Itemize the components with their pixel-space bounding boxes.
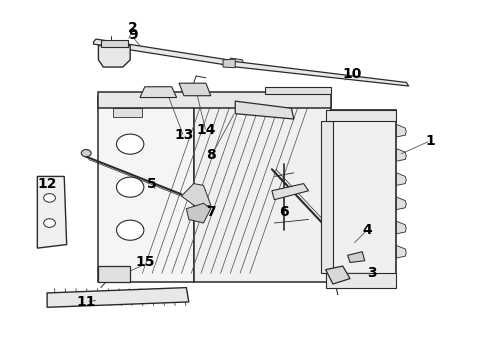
Text: 1: 1 [426, 134, 436, 148]
Polygon shape [47, 288, 189, 307]
Text: 8: 8 [206, 148, 216, 162]
Polygon shape [396, 125, 406, 137]
Polygon shape [37, 176, 67, 248]
Text: 14: 14 [196, 123, 216, 137]
Bar [321, 121, 333, 273]
Polygon shape [265, 87, 331, 94]
Text: 11: 11 [76, 295, 96, 309]
Circle shape [117, 220, 144, 240]
Polygon shape [179, 83, 211, 96]
Text: 5: 5 [147, 177, 157, 190]
Text: 3: 3 [367, 266, 377, 280]
Polygon shape [326, 266, 350, 284]
Text: 4: 4 [362, 223, 372, 237]
Polygon shape [94, 39, 235, 66]
Text: 13: 13 [174, 128, 194, 142]
Polygon shape [272, 184, 309, 200]
Bar [331, 110, 396, 284]
Polygon shape [230, 61, 409, 86]
Text: 12: 12 [37, 177, 57, 190]
Polygon shape [396, 173, 406, 185]
Polygon shape [140, 87, 176, 98]
Circle shape [44, 194, 55, 202]
Bar [326, 110, 396, 121]
Circle shape [117, 134, 144, 154]
Text: 2: 2 [128, 21, 138, 35]
Text: 7: 7 [206, 205, 216, 219]
Polygon shape [194, 96, 331, 282]
Polygon shape [230, 58, 244, 66]
Circle shape [44, 219, 55, 227]
Bar [326, 273, 396, 288]
Polygon shape [396, 149, 406, 161]
Polygon shape [223, 59, 235, 68]
Polygon shape [396, 246, 406, 258]
Polygon shape [347, 252, 365, 262]
Text: 6: 6 [279, 205, 289, 219]
Bar [101, 40, 128, 46]
Circle shape [117, 177, 144, 197]
Text: 9: 9 [128, 28, 137, 42]
Circle shape [81, 149, 91, 157]
Text: 15: 15 [135, 256, 154, 270]
Polygon shape [396, 221, 406, 234]
Polygon shape [98, 92, 331, 108]
Polygon shape [181, 184, 211, 209]
Polygon shape [98, 266, 130, 282]
Polygon shape [98, 45, 130, 67]
Bar [113, 108, 143, 117]
Polygon shape [396, 197, 406, 210]
Polygon shape [98, 96, 194, 282]
Text: 10: 10 [343, 67, 362, 81]
Polygon shape [186, 203, 211, 223]
Polygon shape [235, 101, 294, 119]
